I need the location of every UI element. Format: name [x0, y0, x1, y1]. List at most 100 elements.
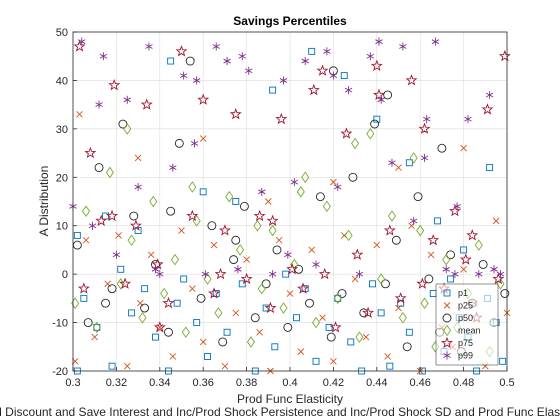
legend-label-p50: p50	[458, 313, 473, 323]
data-point-p99	[151, 265, 160, 274]
data-point-p50	[218, 337, 228, 347]
data-point-p25	[256, 328, 263, 336]
data-point-p99	[377, 95, 385, 104]
data-point-p50	[129, 211, 139, 221]
data-point-mean	[398, 311, 407, 324]
data-point-p25	[297, 348, 305, 355]
data-point-p75	[318, 267, 331, 280]
data-point-p75	[162, 296, 175, 309]
y-axis-label: A Distribution	[37, 166, 51, 237]
data-point-p75	[297, 282, 310, 294]
data-point-p99	[212, 42, 220, 51]
data-point-p50	[478, 260, 488, 269]
data-point-p75	[129, 219, 142, 231]
data-point-mean	[123, 123, 132, 135]
data-point-p1	[108, 362, 116, 370]
data-point-p75	[153, 321, 166, 333]
data-point-p1	[447, 275, 455, 283]
data-point-mean	[366, 127, 375, 140]
data-point-p1	[128, 309, 136, 317]
data-point-p75	[240, 272, 253, 285]
data-point-p75	[498, 49, 511, 62]
data-point-p75	[286, 263, 299, 275]
data-point-mean	[301, 171, 310, 184]
data-point-p1	[369, 280, 376, 288]
data-point-p25	[362, 333, 370, 341]
data-point-p25	[460, 144, 467, 152]
data-point-p75	[307, 83, 320, 96]
data-point-p25	[395, 304, 402, 312]
legend-label-p1: p1	[458, 288, 468, 298]
data-point-mean	[344, 229, 353, 242]
data-point-p50	[231, 235, 241, 245]
data-point-p99	[88, 221, 97, 230]
data-point-p1	[152, 333, 159, 341]
data-point-p50	[402, 342, 412, 352]
data-point-p25	[134, 154, 142, 162]
data-point-mean	[181, 326, 190, 339]
data-point-p99	[284, 250, 292, 259]
data-point-p75	[275, 112, 288, 125]
data-point-mean	[246, 336, 255, 348]
data-point-mean	[105, 166, 114, 179]
data-point-mean	[387, 210, 397, 222]
data-point-p99	[95, 100, 103, 109]
data-point-p25	[286, 290, 294, 297]
grid	[73, 32, 507, 371]
x-tick-label: 0.4	[282, 377, 297, 389]
x-tick-label: 0.42	[323, 377, 344, 389]
data-point-p25	[178, 227, 185, 234]
data-point-p1	[340, 72, 348, 80]
data-point-p1	[377, 309, 385, 317]
data-point-mean	[92, 321, 101, 334]
data-point-p99	[290, 178, 299, 187]
y-tick-label: 40	[56, 75, 68, 87]
data-point-p25	[243, 256, 250, 263]
data-point-p50	[101, 298, 111, 308]
data-point-mean	[236, 244, 245, 256]
x-tick-label: 0.32	[106, 377, 127, 389]
data-point-p99	[201, 270, 210, 279]
data-point-mean	[253, 219, 262, 232]
data-point-p1	[271, 343, 279, 351]
data-point-mean	[420, 297, 429, 309]
series-p99	[69, 37, 505, 279]
legend-marker-p50	[442, 313, 452, 323]
data-point-p1	[460, 246, 468, 254]
legend-label-p75: p75	[458, 338, 473, 348]
data-point-p99	[334, 182, 342, 191]
data-point-p25	[264, 198, 272, 205]
data-point-p1	[405, 328, 413, 336]
data-point-mean	[279, 302, 288, 314]
data-point-mean	[214, 307, 223, 319]
y-tick-label: -10	[52, 318, 68, 330]
data-point-p99	[156, 270, 164, 279]
data-point-p1	[405, 159, 413, 167]
data-point-p50	[207, 221, 217, 231]
data-point-p50	[437, 143, 447, 153]
data-point-p99	[145, 42, 153, 51]
y-tick-label: 50	[56, 27, 68, 39]
data-point-p99	[234, 265, 242, 274]
legend-marker-p99	[443, 351, 451, 360]
data-point-p75	[108, 78, 121, 91]
data-point-p75	[418, 122, 431, 134]
data-point-mean	[355, 331, 364, 343]
data-point-p50	[315, 192, 325, 202]
data-point-p50	[185, 56, 195, 66]
data-point-p99	[223, 57, 231, 66]
data-point-p75	[362, 306, 375, 318]
data-point-mean	[149, 195, 158, 208]
data-markers	[69, 37, 511, 375]
data-point-p25	[123, 362, 131, 370]
legend-marker-p1	[443, 289, 451, 297]
data-point-p75	[106, 209, 119, 222]
data-point-p99	[112, 250, 121, 259]
data-point-p25	[199, 338, 207, 346]
data-point-p1	[486, 164, 494, 172]
data-point-p75	[73, 40, 86, 52]
legend: p1 p25 p50 mean p75 p99	[435, 283, 499, 366]
data-point-p50	[107, 284, 117, 294]
data-point-p99	[192, 76, 201, 85]
data-point-p1	[167, 57, 175, 65]
